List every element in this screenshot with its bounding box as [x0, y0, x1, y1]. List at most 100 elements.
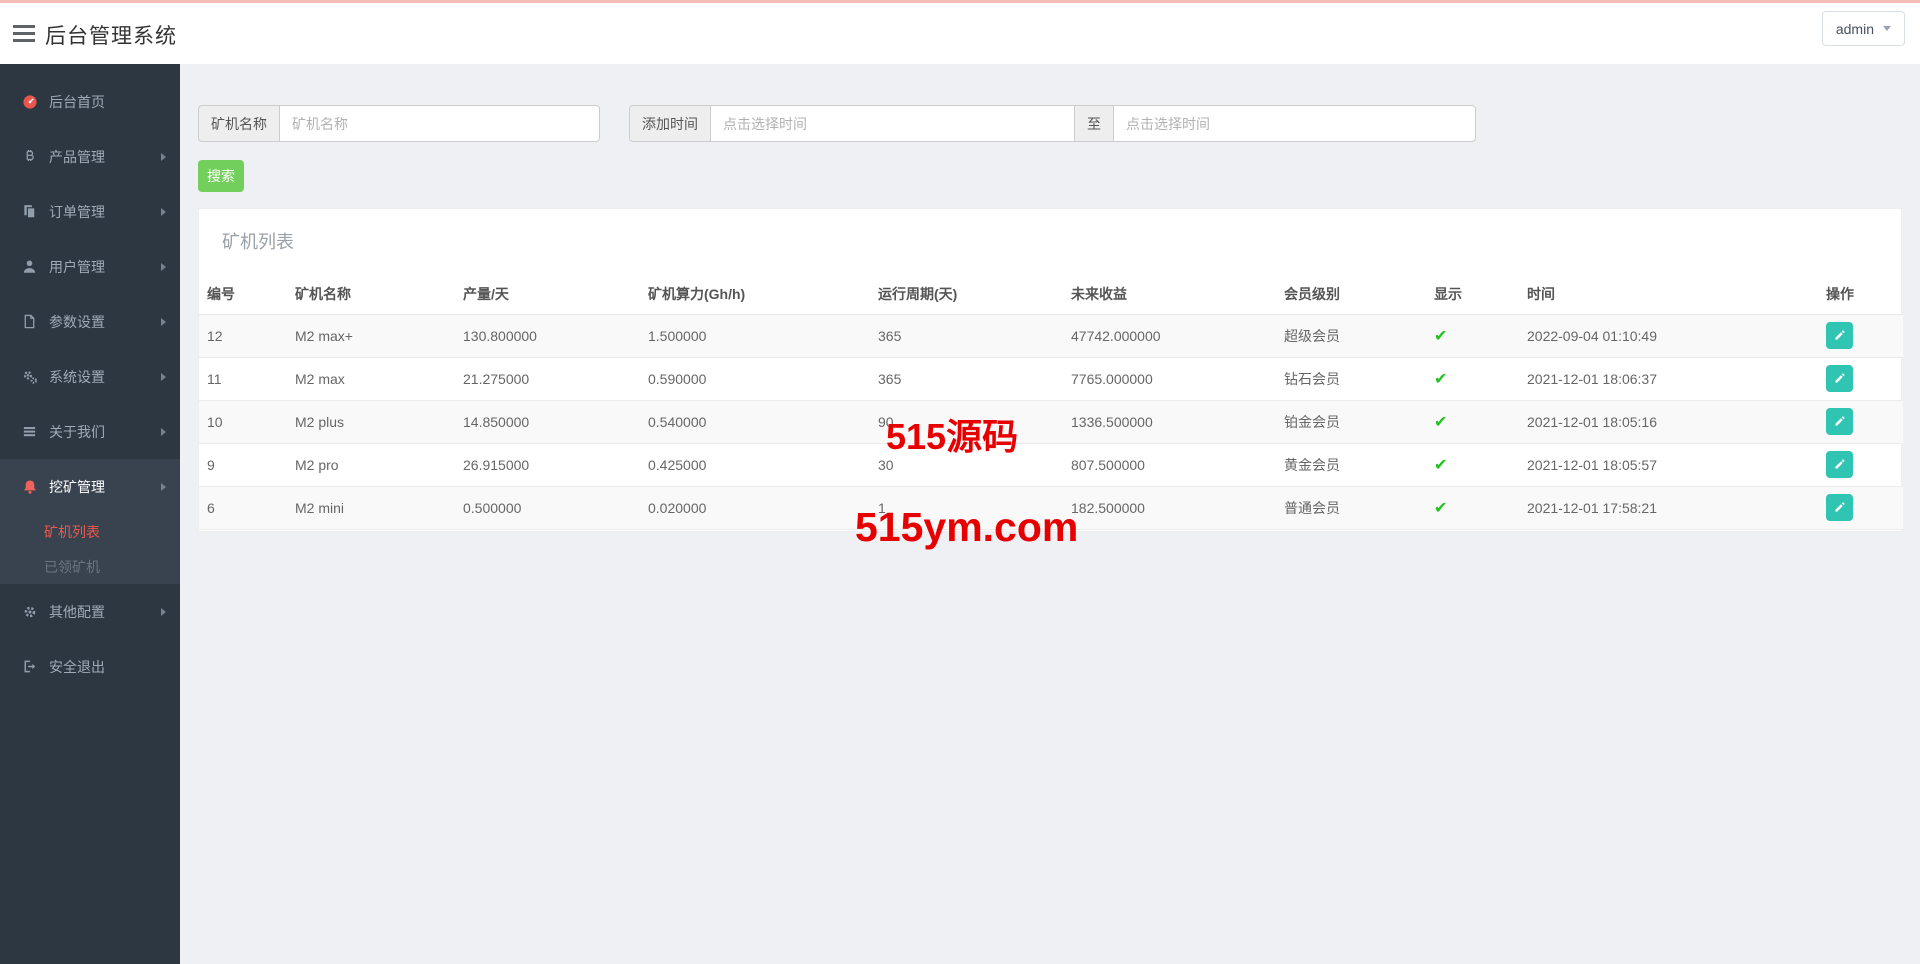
app-header: 后台管理系统 admin	[0, 3, 1920, 64]
shown-check-icon[interactable]: ✔	[1434, 327, 1448, 345]
cell-name: M2 plus	[287, 400, 455, 444]
end-time-input[interactable]	[1114, 105, 1476, 142]
cell-power: 0.590000	[640, 357, 870, 401]
table-row: 9 M2 pro 26.915000 0.425000 30 807.50000…	[199, 443, 1903, 487]
cell-time: 2021-12-01 18:05:57	[1519, 443, 1818, 487]
watermark-url: 515ym.com	[855, 504, 1079, 550]
cell-level: 普通会员	[1276, 486, 1426, 530]
col-header-power: 矿机算力(Gh/h)	[640, 274, 870, 315]
cell-time: 2022-09-04 01:10:49	[1519, 314, 1818, 358]
col-header-action: 操作	[1818, 274, 1903, 315]
sidebar-item-label: 系统设置	[49, 368, 105, 385]
chevron-right-icon	[161, 607, 166, 616]
panel-title: 矿机列表	[222, 232, 294, 252]
shown-check-icon[interactable]: ✔	[1434, 456, 1448, 474]
miner-list-panel: 矿机列表 编号 矿机名称 产量/天 矿机算力(Gh/h) 运行周期(天) 未来收…	[198, 208, 1903, 532]
cell-name: M2 mini	[287, 486, 455, 530]
sidebar-item-logout[interactable]: 安全退出	[0, 639, 180, 694]
sidebar-subitem-claimed-miners[interactable]: 已领矿机	[0, 549, 180, 584]
edit-button[interactable]	[1826, 451, 1853, 478]
file-icon	[20, 314, 39, 330]
sidebar-item-label: 安全退出	[49, 658, 105, 675]
cell-level: 钻石会员	[1276, 357, 1426, 401]
miner-table: 编号 矿机名称 产量/天 矿机算力(Gh/h) 运行周期(天) 未来收益 会员级…	[199, 274, 1903, 530]
table-header-row: 编号 矿机名称 产量/天 矿机算力(Gh/h) 运行周期(天) 未来收益 会员级…	[199, 274, 1903, 315]
table-row: 6 M2 mini 0.500000 0.020000 1 182.500000…	[199, 486, 1903, 530]
miner-name-filter-group: 矿机名称	[198, 105, 600, 142]
chevron-right-icon	[161, 427, 166, 436]
cell-name: M2 max+	[287, 314, 455, 358]
chevron-right-icon	[161, 372, 166, 381]
sidebar-item-orders[interactable]: 订单管理	[0, 184, 180, 239]
hamburger-menu-icon[interactable]	[13, 25, 35, 42]
cell-income: 182.500000	[1063, 486, 1276, 530]
cell-name: M2 pro	[287, 443, 455, 487]
sidebar-item-other-config[interactable]: 其他配置	[0, 584, 180, 639]
table-row: 12 M2 max+ 130.800000 1.500000 365 47742…	[199, 314, 1903, 358]
col-header-cycle: 运行周期(天)	[870, 274, 1063, 315]
cell-power: 1.500000	[640, 314, 870, 358]
col-header-name: 矿机名称	[287, 274, 455, 315]
sidebar-item-system[interactable]: 系统设置	[0, 349, 180, 404]
miner-name-input[interactable]	[280, 105, 600, 142]
cell-level: 黄金会员	[1276, 443, 1426, 487]
sidebar-subitem-label: 矿机列表	[44, 523, 100, 540]
cell-yield: 26.915000	[455, 443, 640, 487]
cell-power: 0.020000	[640, 486, 870, 530]
table-row: 11 M2 max 21.275000 0.590000 365 7765.00…	[199, 357, 1903, 401]
cell-cycle: 30	[870, 443, 1063, 487]
sidebar-item-users[interactable]: 用户管理	[0, 239, 180, 294]
app-title: 后台管理系统	[45, 25, 177, 48]
sidebar-item-label: 后台首页	[49, 93, 105, 110]
chevron-down-icon	[1883, 26, 1891, 31]
edit-button[interactable]	[1826, 408, 1853, 435]
search-button[interactable]: 搜索	[198, 160, 244, 192]
cell-time: 2021-12-01 18:06:37	[1519, 357, 1818, 401]
edit-button[interactable]	[1826, 322, 1853, 349]
cell-income: 1336.500000	[1063, 400, 1276, 444]
cell-yield: 0.500000	[455, 486, 640, 530]
chevron-right-icon	[161, 482, 166, 491]
shown-check-icon[interactable]: ✔	[1434, 413, 1448, 431]
chevron-right-icon	[161, 317, 166, 326]
edit-button[interactable]	[1826, 365, 1853, 392]
sidebar-group-mining: 挖矿管理 矿机列表 已领矿机	[0, 459, 180, 584]
shown-check-icon[interactable]: ✔	[1434, 370, 1448, 388]
chevron-right-icon	[161, 207, 166, 216]
user-dropdown[interactable]: admin	[1821, 11, 1905, 46]
start-time-input[interactable]	[711, 105, 1075, 142]
cell-yield: 21.275000	[455, 357, 640, 401]
user-icon	[20, 259, 39, 275]
sidebar-item-parameters[interactable]: 参数设置	[0, 294, 180, 349]
sidebar-item-label: 关于我们	[49, 423, 105, 440]
cell-time: 2021-12-01 18:05:16	[1519, 400, 1818, 444]
chevron-right-icon	[161, 262, 166, 271]
sidebar-item-label: 其他配置	[49, 603, 105, 620]
cogs-icon	[20, 369, 39, 385]
cell-cycle: 90	[870, 400, 1063, 444]
cell-power: 0.540000	[640, 400, 870, 444]
sidebar-item-label: 用户管理	[49, 258, 105, 275]
sidebar-item-dashboard[interactable]: 后台首页	[0, 74, 180, 129]
sidebar: 后台首页 产品管理 订单管理 用户管理 参数设置 系统设置	[0, 64, 180, 964]
bitcoin-icon	[20, 149, 39, 165]
col-header-shown: 显示	[1426, 274, 1519, 315]
cell-cycle: 365	[870, 357, 1063, 401]
shown-check-icon[interactable]: ✔	[1434, 499, 1448, 517]
user-name: admin	[1835, 20, 1874, 37]
time-filter-group: 添加时间 至	[629, 105, 1476, 142]
cell-yield: 14.850000	[455, 400, 640, 444]
sidebar-item-label: 产品管理	[49, 148, 105, 165]
cell-power: 0.425000	[640, 443, 870, 487]
sidebar-item-about[interactable]: 关于我们	[0, 404, 180, 459]
files-icon	[20, 204, 39, 220]
sidebar-item-mining[interactable]: 挖矿管理	[0, 459, 180, 514]
sidebar-item-products[interactable]: 产品管理	[0, 129, 180, 184]
edit-button[interactable]	[1826, 494, 1853, 521]
sidebar-item-label: 参数设置	[49, 313, 105, 330]
sidebar-subitem-miner-list[interactable]: 矿机列表	[0, 514, 180, 549]
sidebar-subitem-label: 已领矿机	[44, 558, 100, 575]
cell-income: 807.500000	[1063, 443, 1276, 487]
to-label: 至	[1075, 105, 1114, 142]
main-content: 矿机名称 添加时间 至 搜索 矿机列表 编号 矿机名称 产量/天 矿机算力	[180, 64, 1920, 964]
